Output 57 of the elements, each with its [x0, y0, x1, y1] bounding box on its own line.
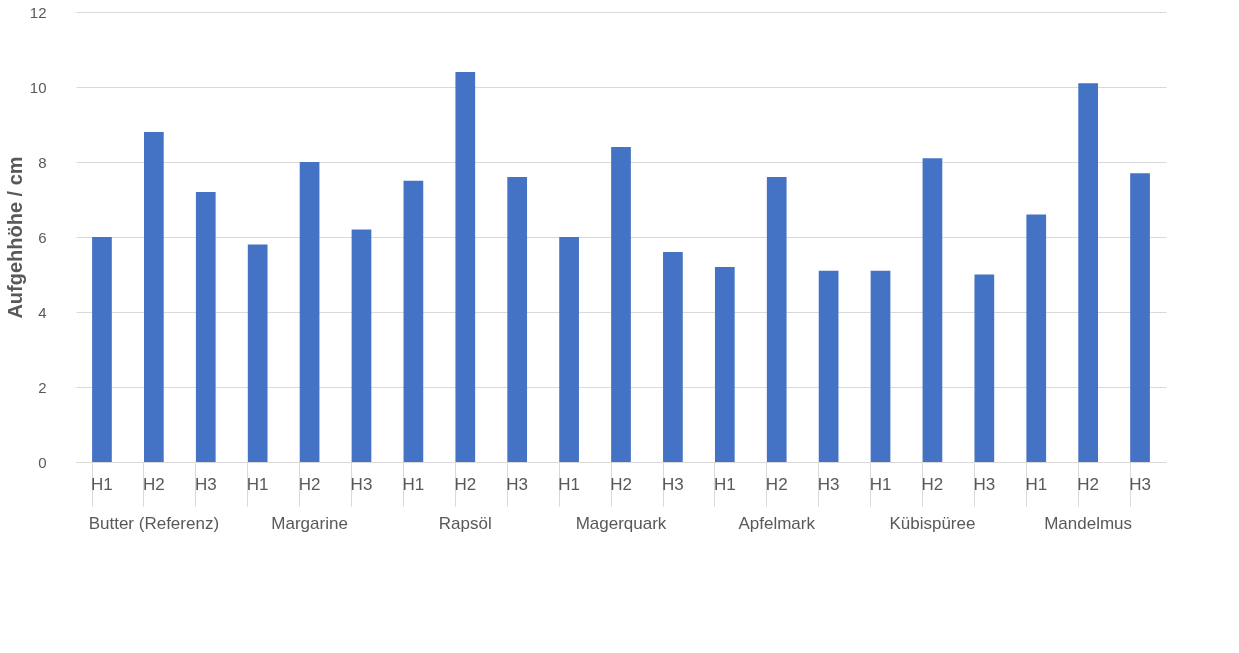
bar — [455, 72, 476, 462]
text: Margarine — [271, 514, 348, 533]
x-tick-label: H1 — [558, 474, 580, 494]
bar — [1026, 214, 1047, 462]
y-tick-label: 10 — [29, 78, 47, 96]
x-tick-label: H3 — [1129, 474, 1151, 494]
x-tick-label: H2 — [765, 474, 788, 494]
bar — [818, 270, 839, 462]
x-tick-label: H2 — [610, 474, 632, 494]
x-tick-label: H2 — [298, 474, 321, 494]
y-tick-label: 2 — [38, 378, 47, 396]
y-axis-title: Aufgehhöhe / cm — [3, 156, 26, 319]
y-tick-label: 0 — [38, 453, 47, 471]
bar — [195, 192, 216, 462]
x-tick-label: H1 — [246, 474, 269, 494]
bar — [144, 132, 164, 462]
x-tick-label: H1 — [91, 474, 113, 494]
bar — [351, 229, 372, 462]
x-tick-label: H1 — [1025, 474, 1048, 494]
bar — [92, 237, 112, 462]
x-tick-label: H3 — [817, 474, 840, 494]
bar — [299, 162, 320, 462]
y-tick-label: 8 — [38, 153, 47, 171]
y-tick-label: 12 — [29, 3, 47, 21]
bar — [922, 158, 943, 462]
bar — [247, 244, 268, 462]
bar — [559, 237, 579, 462]
y-tick-label: 6 — [38, 228, 47, 246]
x-tick-label: H3 — [662, 474, 684, 494]
y-tick-label: 4 — [38, 303, 47, 321]
bar — [766, 177, 787, 462]
text: Butter (Referenz) — [88, 514, 220, 533]
x-tick-label: H3 — [506, 474, 529, 494]
text: Magerquark — [575, 514, 667, 533]
x-tick-label: H2 — [142, 474, 165, 494]
bar — [507, 177, 528, 462]
x-tick-label: H1 — [713, 474, 736, 494]
bar — [403, 180, 424, 462]
x-tick-label: H1 — [402, 474, 425, 494]
x-tick-label: H2 — [454, 474, 477, 494]
text: Kübispüree — [889, 514, 976, 533]
text: Apfelmark — [738, 514, 816, 533]
x-tick-label: H1 — [869, 474, 892, 494]
x-tick-label: H3 — [194, 474, 217, 494]
bar — [870, 270, 891, 462]
bar — [714, 267, 735, 462]
bar — [1130, 173, 1150, 462]
x-tick-label: H2 — [921, 474, 944, 494]
bar — [663, 252, 683, 462]
bar — [1078, 83, 1098, 462]
bar — [611, 147, 631, 462]
x-tick-label: H3 — [973, 474, 996, 494]
text: Mandelmus — [1044, 514, 1133, 533]
text: Rapsöl — [438, 514, 492, 533]
x-tick-label: H2 — [1077, 474, 1100, 494]
x-tick-label: H3 — [350, 474, 373, 494]
bar — [974, 274, 995, 462]
